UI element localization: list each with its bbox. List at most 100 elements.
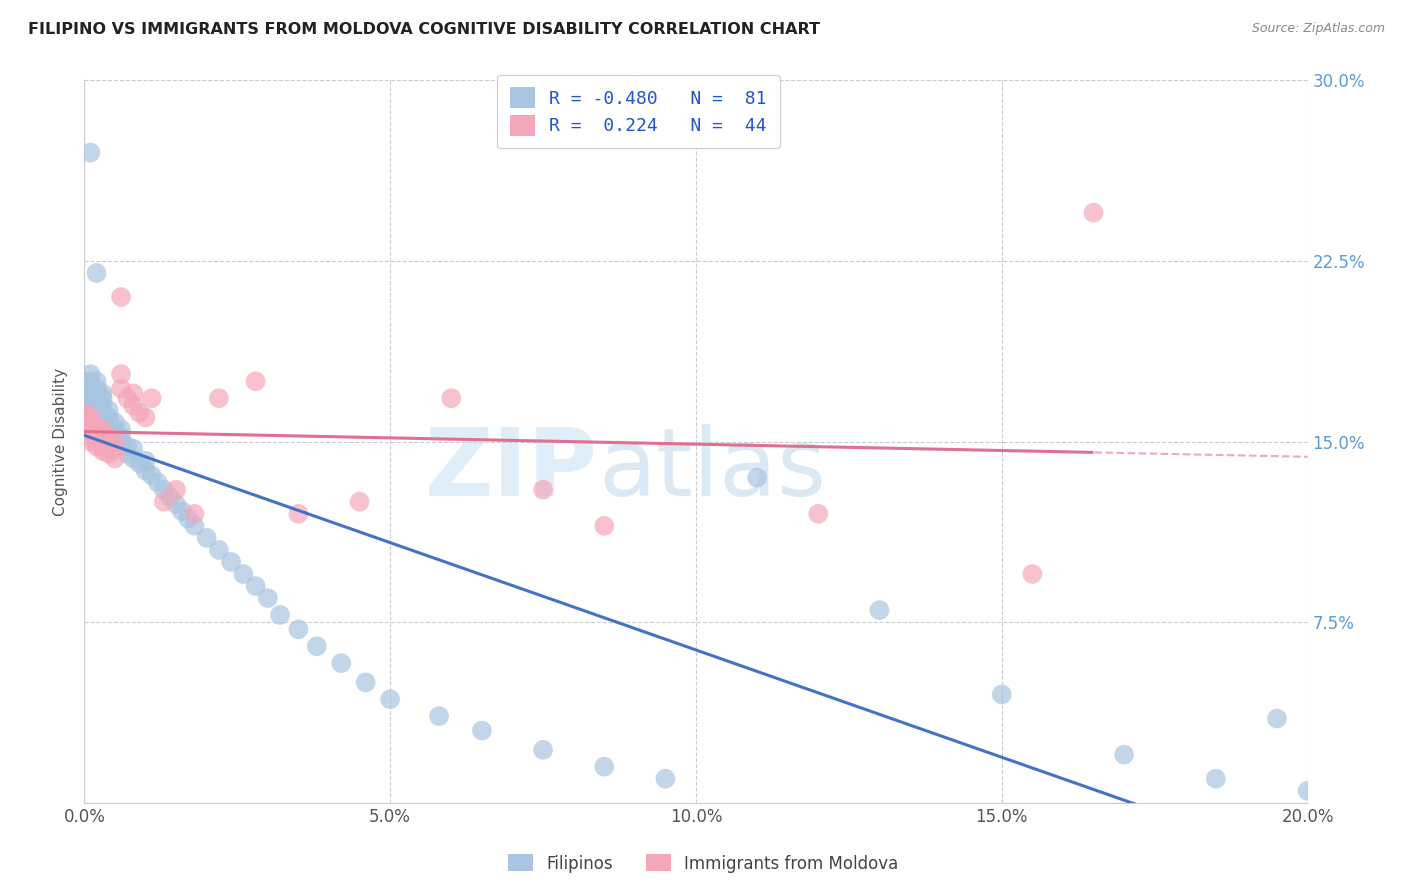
Point xyxy=(110,382,132,396)
Point xyxy=(177,511,200,525)
Point xyxy=(354,675,377,690)
Point xyxy=(79,415,101,429)
Point xyxy=(104,451,127,466)
Point xyxy=(208,542,231,557)
Point xyxy=(245,374,267,388)
Point xyxy=(747,470,769,484)
Point xyxy=(97,410,120,425)
Point xyxy=(165,497,187,511)
Point xyxy=(115,446,138,460)
Point xyxy=(73,382,96,396)
Point xyxy=(135,410,157,425)
Point xyxy=(531,743,554,757)
Point xyxy=(91,422,114,436)
Text: ZIP: ZIP xyxy=(425,425,598,516)
Point xyxy=(122,442,145,456)
Point xyxy=(86,434,108,449)
Point xyxy=(104,415,127,429)
Point xyxy=(1205,772,1227,786)
Point xyxy=(79,403,101,417)
Point xyxy=(97,415,120,429)
Point xyxy=(79,410,101,425)
Point xyxy=(86,410,108,425)
Point xyxy=(269,607,291,622)
Point xyxy=(380,692,402,706)
Point xyxy=(73,398,96,412)
Point xyxy=(91,398,114,412)
Point xyxy=(165,483,187,497)
Point xyxy=(593,760,616,774)
Text: atlas: atlas xyxy=(598,425,827,516)
Point xyxy=(79,367,101,381)
Point xyxy=(208,391,231,405)
Point xyxy=(79,422,101,436)
Point xyxy=(91,410,114,425)
Point xyxy=(91,391,114,405)
Point xyxy=(1021,567,1043,582)
Point xyxy=(305,639,328,653)
Point xyxy=(86,386,108,401)
Point xyxy=(122,386,145,401)
Point xyxy=(91,422,114,436)
Point xyxy=(97,430,120,444)
Point xyxy=(141,391,163,405)
Point xyxy=(195,531,218,545)
Point xyxy=(153,494,176,508)
Point xyxy=(104,434,127,449)
Point xyxy=(146,475,169,490)
Point xyxy=(183,518,205,533)
Point xyxy=(97,439,120,453)
Point xyxy=(97,422,120,436)
Text: FILIPINO VS IMMIGRANTS FROM MOLDOVA COGNITIVE DISABILITY CORRELATION CHART: FILIPINO VS IMMIGRANTS FROM MOLDOVA COGN… xyxy=(28,22,820,37)
Point xyxy=(79,382,101,396)
Point xyxy=(287,623,309,637)
Point xyxy=(115,439,138,453)
Text: Source: ZipAtlas.com: Source: ZipAtlas.com xyxy=(1251,22,1385,36)
Point xyxy=(86,403,108,417)
Point xyxy=(86,374,108,388)
Point xyxy=(73,374,96,388)
Point xyxy=(531,483,554,497)
Point xyxy=(257,591,280,605)
Point xyxy=(110,434,132,449)
Legend: Filipinos, Immigrants from Moldova: Filipinos, Immigrants from Moldova xyxy=(501,847,905,880)
Point xyxy=(807,507,830,521)
Point xyxy=(73,415,96,429)
Point xyxy=(73,391,96,405)
Point xyxy=(104,422,127,436)
Point xyxy=(79,374,101,388)
Point xyxy=(110,422,132,436)
Point xyxy=(104,442,127,456)
Point xyxy=(73,406,96,420)
Point xyxy=(73,422,96,436)
Point xyxy=(91,430,114,444)
Point xyxy=(86,415,108,429)
Legend: R = -0.480   N =  81, R =  0.224   N =  44: R = -0.480 N = 81, R = 0.224 N = 44 xyxy=(498,75,779,148)
Point xyxy=(183,507,205,521)
Point xyxy=(79,410,101,425)
Point xyxy=(135,454,157,468)
Point xyxy=(91,403,114,417)
Point xyxy=(1114,747,1136,762)
Point xyxy=(153,483,176,497)
Point xyxy=(349,494,371,508)
Point xyxy=(593,518,616,533)
Point xyxy=(869,603,891,617)
Point xyxy=(141,468,163,483)
Point xyxy=(86,266,108,280)
Point xyxy=(110,430,132,444)
Point xyxy=(232,567,254,582)
Point xyxy=(97,430,120,444)
Point xyxy=(97,403,120,417)
Point xyxy=(1083,205,1105,219)
Point xyxy=(86,420,108,434)
Y-axis label: Cognitive Disability: Cognitive Disability xyxy=(53,368,69,516)
Point xyxy=(79,430,101,444)
Point xyxy=(1296,784,1319,798)
Point xyxy=(79,398,101,412)
Point xyxy=(172,504,194,518)
Point xyxy=(115,391,138,405)
Point xyxy=(159,490,181,504)
Point xyxy=(91,439,114,453)
Point xyxy=(104,430,127,444)
